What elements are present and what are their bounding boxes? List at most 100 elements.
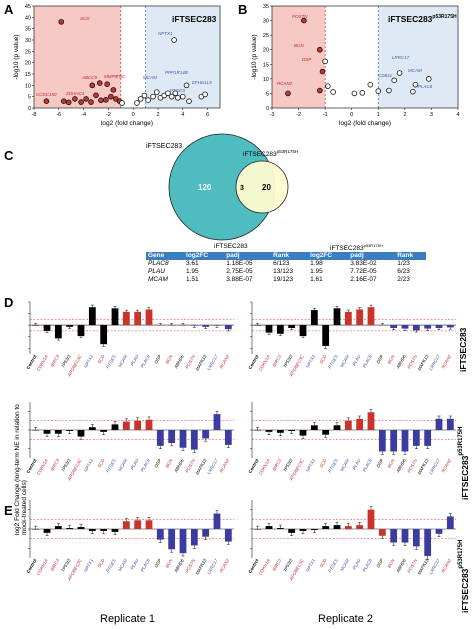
gene-tick-label: LRRC17 [428, 354, 441, 372]
bar [254, 430, 262, 431]
bar [367, 307, 375, 326]
gene-label: BGN [294, 43, 305, 48]
table-cell: 1.95 [186, 268, 199, 275]
gene-tick-label: LRRC17 [206, 354, 219, 372]
data-point [108, 93, 114, 100]
x-axis-label: log2 (fold change) [101, 120, 153, 127]
bar [190, 325, 198, 326]
gene-tick-label: PTGES [105, 354, 117, 369]
gene-label: POSTN [292, 14, 308, 19]
y-tick-label: 30 [25, 38, 31, 44]
y-tick-label: 15 [25, 72, 31, 78]
bar [356, 525, 364, 529]
table-header-cell: Rank [395, 252, 426, 260]
bar [367, 509, 375, 529]
bar [156, 529, 164, 540]
data-point [58, 19, 65, 25]
bar [145, 309, 153, 326]
bar [156, 430, 164, 446]
bar [156, 325, 164, 326]
gene-tick-label: MCAM [339, 354, 350, 368]
gene-tick-label: ABHD6 [395, 458, 407, 475]
bar [322, 430, 330, 435]
y-tick-label: 5 [266, 91, 269, 97]
gene-tick-label: POSTN [406, 557, 418, 573]
gene-tick-label: PTGES [327, 354, 339, 369]
table-cell: 2/23 [397, 276, 410, 283]
table-cell: 1.18E-05 [226, 260, 253, 267]
x-tick-label: 2 [403, 112, 406, 118]
bar [66, 325, 74, 327]
data-point [202, 91, 208, 98]
table-header-cell: padj [224, 252, 272, 260]
gene-tick-label: APOBEC3C [288, 457, 305, 482]
gene-tick-label: PLAC8 [140, 558, 152, 573]
data-point [103, 97, 109, 103]
y-tick-label: 0 [28, 106, 31, 112]
bar [412, 430, 420, 446]
gene-tick-label: Control [25, 558, 37, 574]
gene-tick-label: PTGES [327, 558, 339, 573]
venn-diagram: iFTSEC283 iFTSEC283p53R175H 120 3 20 [146, 133, 298, 241]
y-tick-label: 10 [263, 77, 269, 83]
table-cell: 6/23 [397, 268, 410, 275]
data-point [171, 37, 177, 43]
bar [122, 521, 130, 529]
data-point [88, 99, 94, 105]
bar [446, 418, 454, 430]
gene-label: MMP9 [104, 74, 117, 79]
bar [344, 526, 352, 529]
bar [435, 325, 443, 328]
bar [100, 325, 108, 345]
gene-tick-label: PTGES [327, 458, 339, 473]
x-tick-label: -3 [270, 112, 275, 118]
y-tick-label: 25 [25, 49, 31, 55]
gene-label: NPTX1 [158, 31, 173, 36]
gene-tick-label: APOBEC3C [288, 353, 305, 378]
data-point [145, 97, 151, 103]
y-tick-label: 35 [263, 4, 269, 10]
gene-tick-label: NPTX1 [305, 458, 317, 473]
bar [254, 325, 262, 326]
x-tick-label: 1 [377, 112, 380, 118]
table-header-cell: padj [348, 252, 396, 260]
bar [322, 325, 330, 346]
bar [288, 325, 296, 328]
bar [288, 430, 296, 431]
row2-side-label: iFTSEC283p53R175H [458, 426, 470, 500]
table-cell: 19/123 [273, 276, 294, 283]
gene-tick-label: PLAU [351, 353, 361, 366]
bar [122, 421, 130, 430]
gene-tick-label: Control [247, 458, 259, 474]
gene-tick-label: DSP [153, 354, 162, 364]
data-point [183, 82, 190, 89]
replicate-2-label: Replicate 2 [318, 613, 374, 625]
data-point [141, 92, 148, 99]
bar [134, 311, 142, 326]
bar [310, 425, 318, 430]
y-axis-label: -log10 (p value) [251, 34, 258, 79]
bar [356, 418, 364, 430]
venn-label-left: iFTSEC283 [146, 143, 182, 150]
bar [179, 430, 187, 448]
bar [265, 325, 273, 333]
data-point [60, 98, 67, 104]
bar [32, 529, 40, 530]
panel-letter-c: C [4, 148, 14, 163]
data-point [375, 88, 382, 94]
bar [202, 430, 210, 439]
gene-tick-label: Control [247, 354, 259, 370]
gene-tick-label: RCAN2 [440, 354, 452, 370]
data-point [104, 81, 110, 87]
data-point [359, 90, 366, 96]
y-axis-label: -log10 (p value) [13, 34, 20, 79]
x-tick-label: 0 [350, 112, 353, 118]
volcano-red-region [34, 6, 121, 108]
gene-tick-label: TP53I3 [282, 558, 294, 573]
x-tick-label: -8 [32, 112, 37, 118]
bar [190, 529, 198, 546]
bar [54, 430, 62, 434]
gene-tick-label: PLAC8 [140, 354, 152, 369]
bar [367, 412, 375, 430]
panel-letter-b: B [238, 2, 248, 17]
